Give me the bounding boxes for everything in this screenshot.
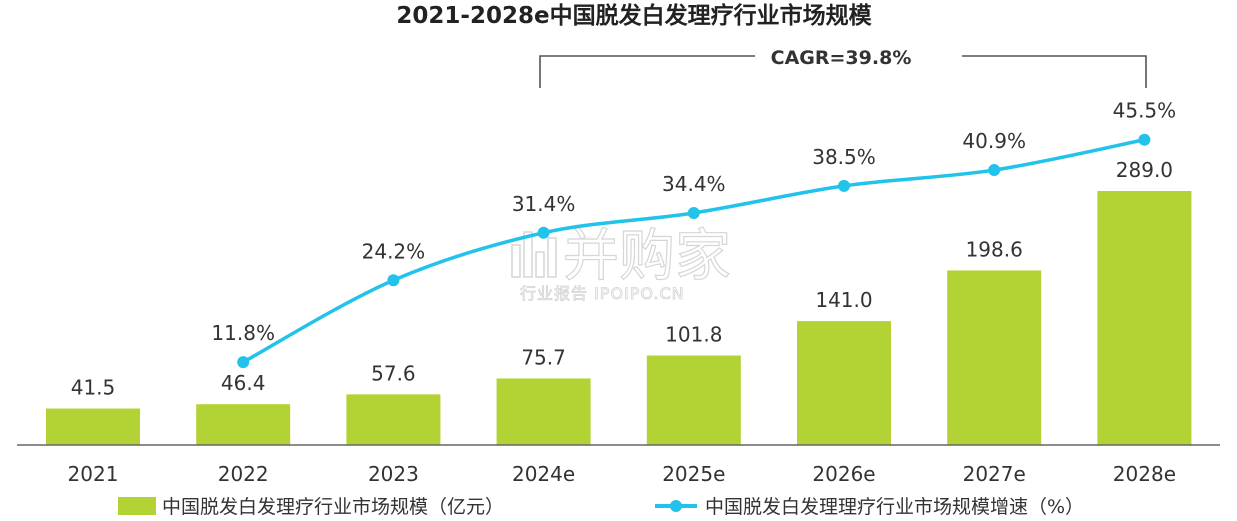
watermark-sub: 行业报告 IPOIPO.CN (520, 284, 685, 303)
bar-value-labels: 41.5 46.4 57.6 75.7 101.8 141.0 198.6 289.0 (71, 158, 1173, 400)
growth-point-2027e (988, 164, 1001, 177)
bar-label-2025e: 101.8 (665, 323, 722, 347)
bar-label-2021: 41.5 (71, 376, 116, 400)
bar-2023 (346, 394, 441, 445)
bar-label-2028e: 289.0 (1116, 158, 1173, 182)
cagr-label: CAGR=39.8% (771, 47, 912, 69)
legend-bar-swatch (118, 497, 156, 515)
watermark-brand: 并购家 (563, 224, 731, 289)
cagr-bracket-line-left (539, 55, 755, 88)
growth-label-2028e: 45.5% (1113, 99, 1177, 123)
growth-value-labels: 11.8% 24.2% 31.4% 34.4% 38.5% 40.9% 45.5% (211, 99, 1176, 345)
bar-2028e (1097, 191, 1192, 445)
legend-bar-label: 中国脱发白发理疗行业市场规模（亿元） (162, 496, 504, 518)
growth-label-2025e: 34.4% (662, 172, 726, 196)
x-axis-ticks: 2021 2022 2023 2024e 2025e 2026e 2027e 2028e (68, 462, 1176, 486)
chart-title: 2021-2028e中国脱发白发理疗行业市场规模 (396, 2, 872, 29)
x-tick-2025e: 2025e (662, 462, 725, 486)
growth-point-2022 (237, 356, 250, 369)
x-tick-2028e: 2028e (1113, 462, 1176, 486)
bar-label-2024e: 75.7 (521, 345, 566, 369)
bar-2025e (646, 355, 741, 445)
bar-label-2022: 46.4 (221, 371, 266, 395)
bar-series (46, 191, 1192, 445)
growth-point-2024e (537, 226, 550, 239)
growth-point-2025e (687, 206, 700, 219)
bar-label-2023: 57.6 (371, 361, 416, 385)
bar-2027e (947, 270, 1042, 445)
x-tick-2021: 2021 (68, 462, 119, 486)
bar-label-2026e: 141.0 (815, 288, 872, 312)
watermark-logo-icon (511, 231, 557, 278)
legend: 中国脱发白发理疗行业市场规模（亿元） 中国脱发白发理理疗行业市场规模增速（%） (118, 496, 1084, 518)
bar-2021 (46, 408, 140, 445)
cagr-bracket: CAGR=39.8% (539, 47, 1147, 88)
growth-label-2022: 11.8% (211, 321, 275, 345)
x-tick-2023: 2023 (368, 462, 419, 486)
legend-line-marker (670, 500, 682, 512)
legend-line-label: 中国脱发白发理理疗行业市场规模增速（%） (705, 496, 1084, 518)
growth-label-2024e: 31.4% (512, 192, 576, 216)
bar-2026e (797, 321, 891, 445)
bar-label-2027e: 198.6 (966, 237, 1023, 261)
x-tick-2022: 2022 (218, 462, 269, 486)
growth-label-2027e: 40.9% (962, 129, 1026, 153)
growth-point-2028e (1138, 133, 1151, 146)
x-tick-2024e: 2024e (512, 462, 575, 486)
growth-point-2026e (838, 179, 850, 192)
growth-point-2023 (387, 274, 400, 287)
watermark: 并购家 行业报告 IPOIPO.CN (511, 223, 732, 303)
x-tick-2027e: 2027e (963, 462, 1026, 486)
growth-label-2026e: 38.5% (812, 145, 876, 169)
x-tick-2026e: 2026e (812, 462, 875, 486)
growth-label-2023: 24.2% (362, 239, 426, 263)
bar-2024e (496, 378, 591, 445)
bar-2022 (196, 404, 291, 445)
growth-line-series (237, 133, 1151, 369)
cagr-bracket-line-right (962, 55, 1147, 88)
